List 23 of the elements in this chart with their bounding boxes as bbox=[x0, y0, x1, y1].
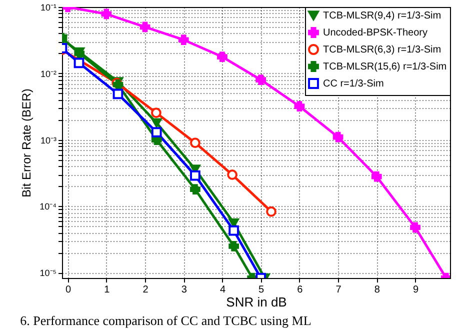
x-tick-label: 4 bbox=[220, 284, 226, 296]
text: 6. Performance comparison of CC and TCBC using ML bbox=[20, 313, 312, 328]
x-tick-label: 1 bbox=[104, 284, 110, 296]
x-tick-label: 2 bbox=[142, 284, 149, 296]
legend-label: TCB-MLSR(6,3) r=1/3-Sim bbox=[323, 44, 442, 56]
x-tick-label: 5 bbox=[258, 284, 265, 296]
x-tick-label: 6 bbox=[297, 284, 304, 296]
x-tick-label: 3 bbox=[181, 284, 188, 296]
legend-label: TCB-MLSR(15,6) r=1/3-Sim bbox=[323, 62, 447, 72]
y-tick-label: 10⁻⁵ bbox=[40, 268, 57, 278]
x-axis-title: SNR in dB bbox=[226, 294, 287, 310]
x-tick-label: 0 bbox=[66, 284, 72, 296]
y-tick-label: 10⁻³ bbox=[40, 135, 56, 146]
x-tick-label: 8 bbox=[374, 284, 380, 296]
x-tick-label: 9 bbox=[412, 284, 419, 296]
legend-label: CC r=1/3-Sim bbox=[323, 78, 384, 90]
y-tick-label: 10⁻⁴ bbox=[40, 202, 57, 212]
y-tick-label: 10⁻² bbox=[40, 68, 56, 79]
x-tick-label: 7 bbox=[336, 284, 342, 296]
y-axis-title: Bit Error Rate (BER) bbox=[20, 88, 34, 198]
legend-label: TCB-MLSR(9,4) r=1/3-Sim bbox=[323, 10, 442, 22]
y-tick-label: 10⁻¹ bbox=[40, 2, 56, 12]
legend-label: Uncoded-BPSK-Theory bbox=[323, 28, 428, 38]
